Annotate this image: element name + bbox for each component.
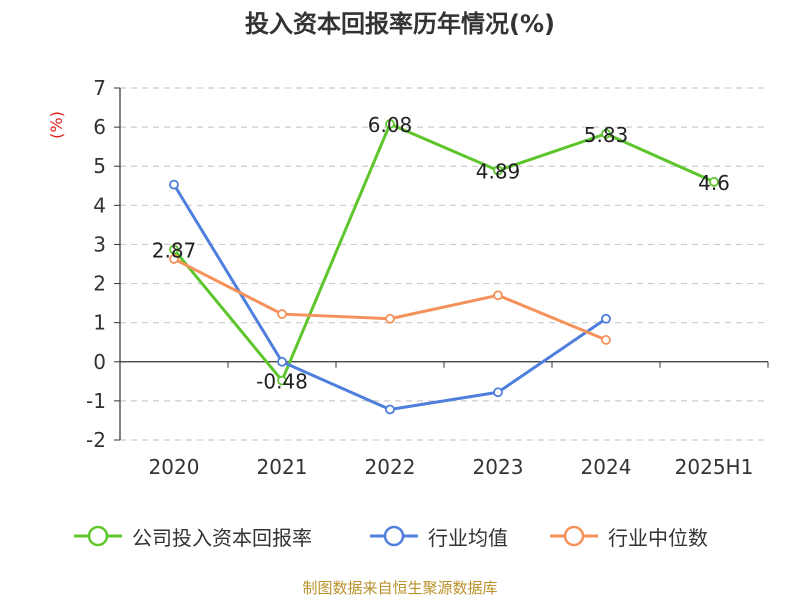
data-label: 4.6 xyxy=(698,171,730,195)
series-line xyxy=(172,122,715,383)
y-tick-label: 5 xyxy=(93,154,106,178)
data-point xyxy=(277,309,287,319)
legend-item[interactable]: 行业均值 xyxy=(368,518,508,554)
x-tick-label: 2024 xyxy=(581,455,632,479)
chart-title: 投入资本回报率历年情况(%) xyxy=(245,10,555,38)
data-point xyxy=(169,244,179,255)
data-point xyxy=(277,375,287,386)
legend: 公司投入资本回报率 行业均值 行业中位数 xyxy=(0,518,800,558)
y-tick-label: 4 xyxy=(93,193,106,217)
y-tick-label: -2 xyxy=(86,428,106,452)
data-point xyxy=(277,356,287,367)
data-point xyxy=(493,387,503,398)
data-point xyxy=(169,254,179,264)
y-tick-label: 3 xyxy=(93,232,106,256)
series-line xyxy=(172,183,607,411)
data-point xyxy=(709,176,719,187)
grid-lines xyxy=(120,87,768,441)
legend-label: 行业中位数 xyxy=(608,525,708,550)
legend-label: 公司投入资本回报率 xyxy=(132,525,312,550)
data-point xyxy=(601,334,611,345)
legend-marker-icon xyxy=(74,525,122,547)
x-tick-label: 2022 xyxy=(365,455,416,479)
x-tick-label: 2021 xyxy=(257,455,308,479)
data-point xyxy=(601,313,611,324)
x-tick-label: 2023 xyxy=(473,455,524,479)
data-label: 2.87 xyxy=(152,239,197,263)
y-tick-label: 2 xyxy=(93,272,106,296)
x-tick-label: 2025H1 xyxy=(675,455,754,479)
y-tick-label: 7 xyxy=(93,76,106,100)
legend-label: 行业均值 xyxy=(428,525,508,550)
data-labels: 2.87 -0.48 6.08 4.89 5.83 4.6 xyxy=(152,113,730,394)
legend-marker-icon xyxy=(550,525,598,547)
source-note: 制图数据来自恒生聚源数据库 xyxy=(302,579,498,597)
series-lines xyxy=(169,119,719,415)
axes: -2 -1 0 1 2 3 4 5 6 7 2020 2021 2022 2023 2024 2025H1 (%… xyxy=(47,76,769,479)
data-point xyxy=(385,313,395,324)
y-tick-label: 1 xyxy=(93,311,106,335)
y-tick-label: 0 xyxy=(93,350,106,374)
y-axis-label: (%) xyxy=(47,111,66,139)
data-point xyxy=(385,119,395,129)
y-tick-label: -1 xyxy=(86,389,106,413)
data-point xyxy=(493,290,503,301)
data-label: 4.89 xyxy=(476,160,521,184)
data-label: 5.83 xyxy=(584,123,629,147)
data-point xyxy=(169,179,179,190)
legend-item[interactable]: 行业中位数 xyxy=(548,518,708,554)
data-point xyxy=(601,128,611,139)
data-point xyxy=(385,404,395,415)
legend-item[interactable]: 公司投入资本回报率 xyxy=(72,518,312,554)
data-label: -0.48 xyxy=(256,370,308,394)
y-tick-label: 6 xyxy=(93,115,106,139)
x-tick-label: 2020 xyxy=(149,455,200,479)
legend-marker-icon xyxy=(370,525,418,547)
data-point xyxy=(493,165,503,176)
data-label: 6.08 xyxy=(368,113,413,137)
